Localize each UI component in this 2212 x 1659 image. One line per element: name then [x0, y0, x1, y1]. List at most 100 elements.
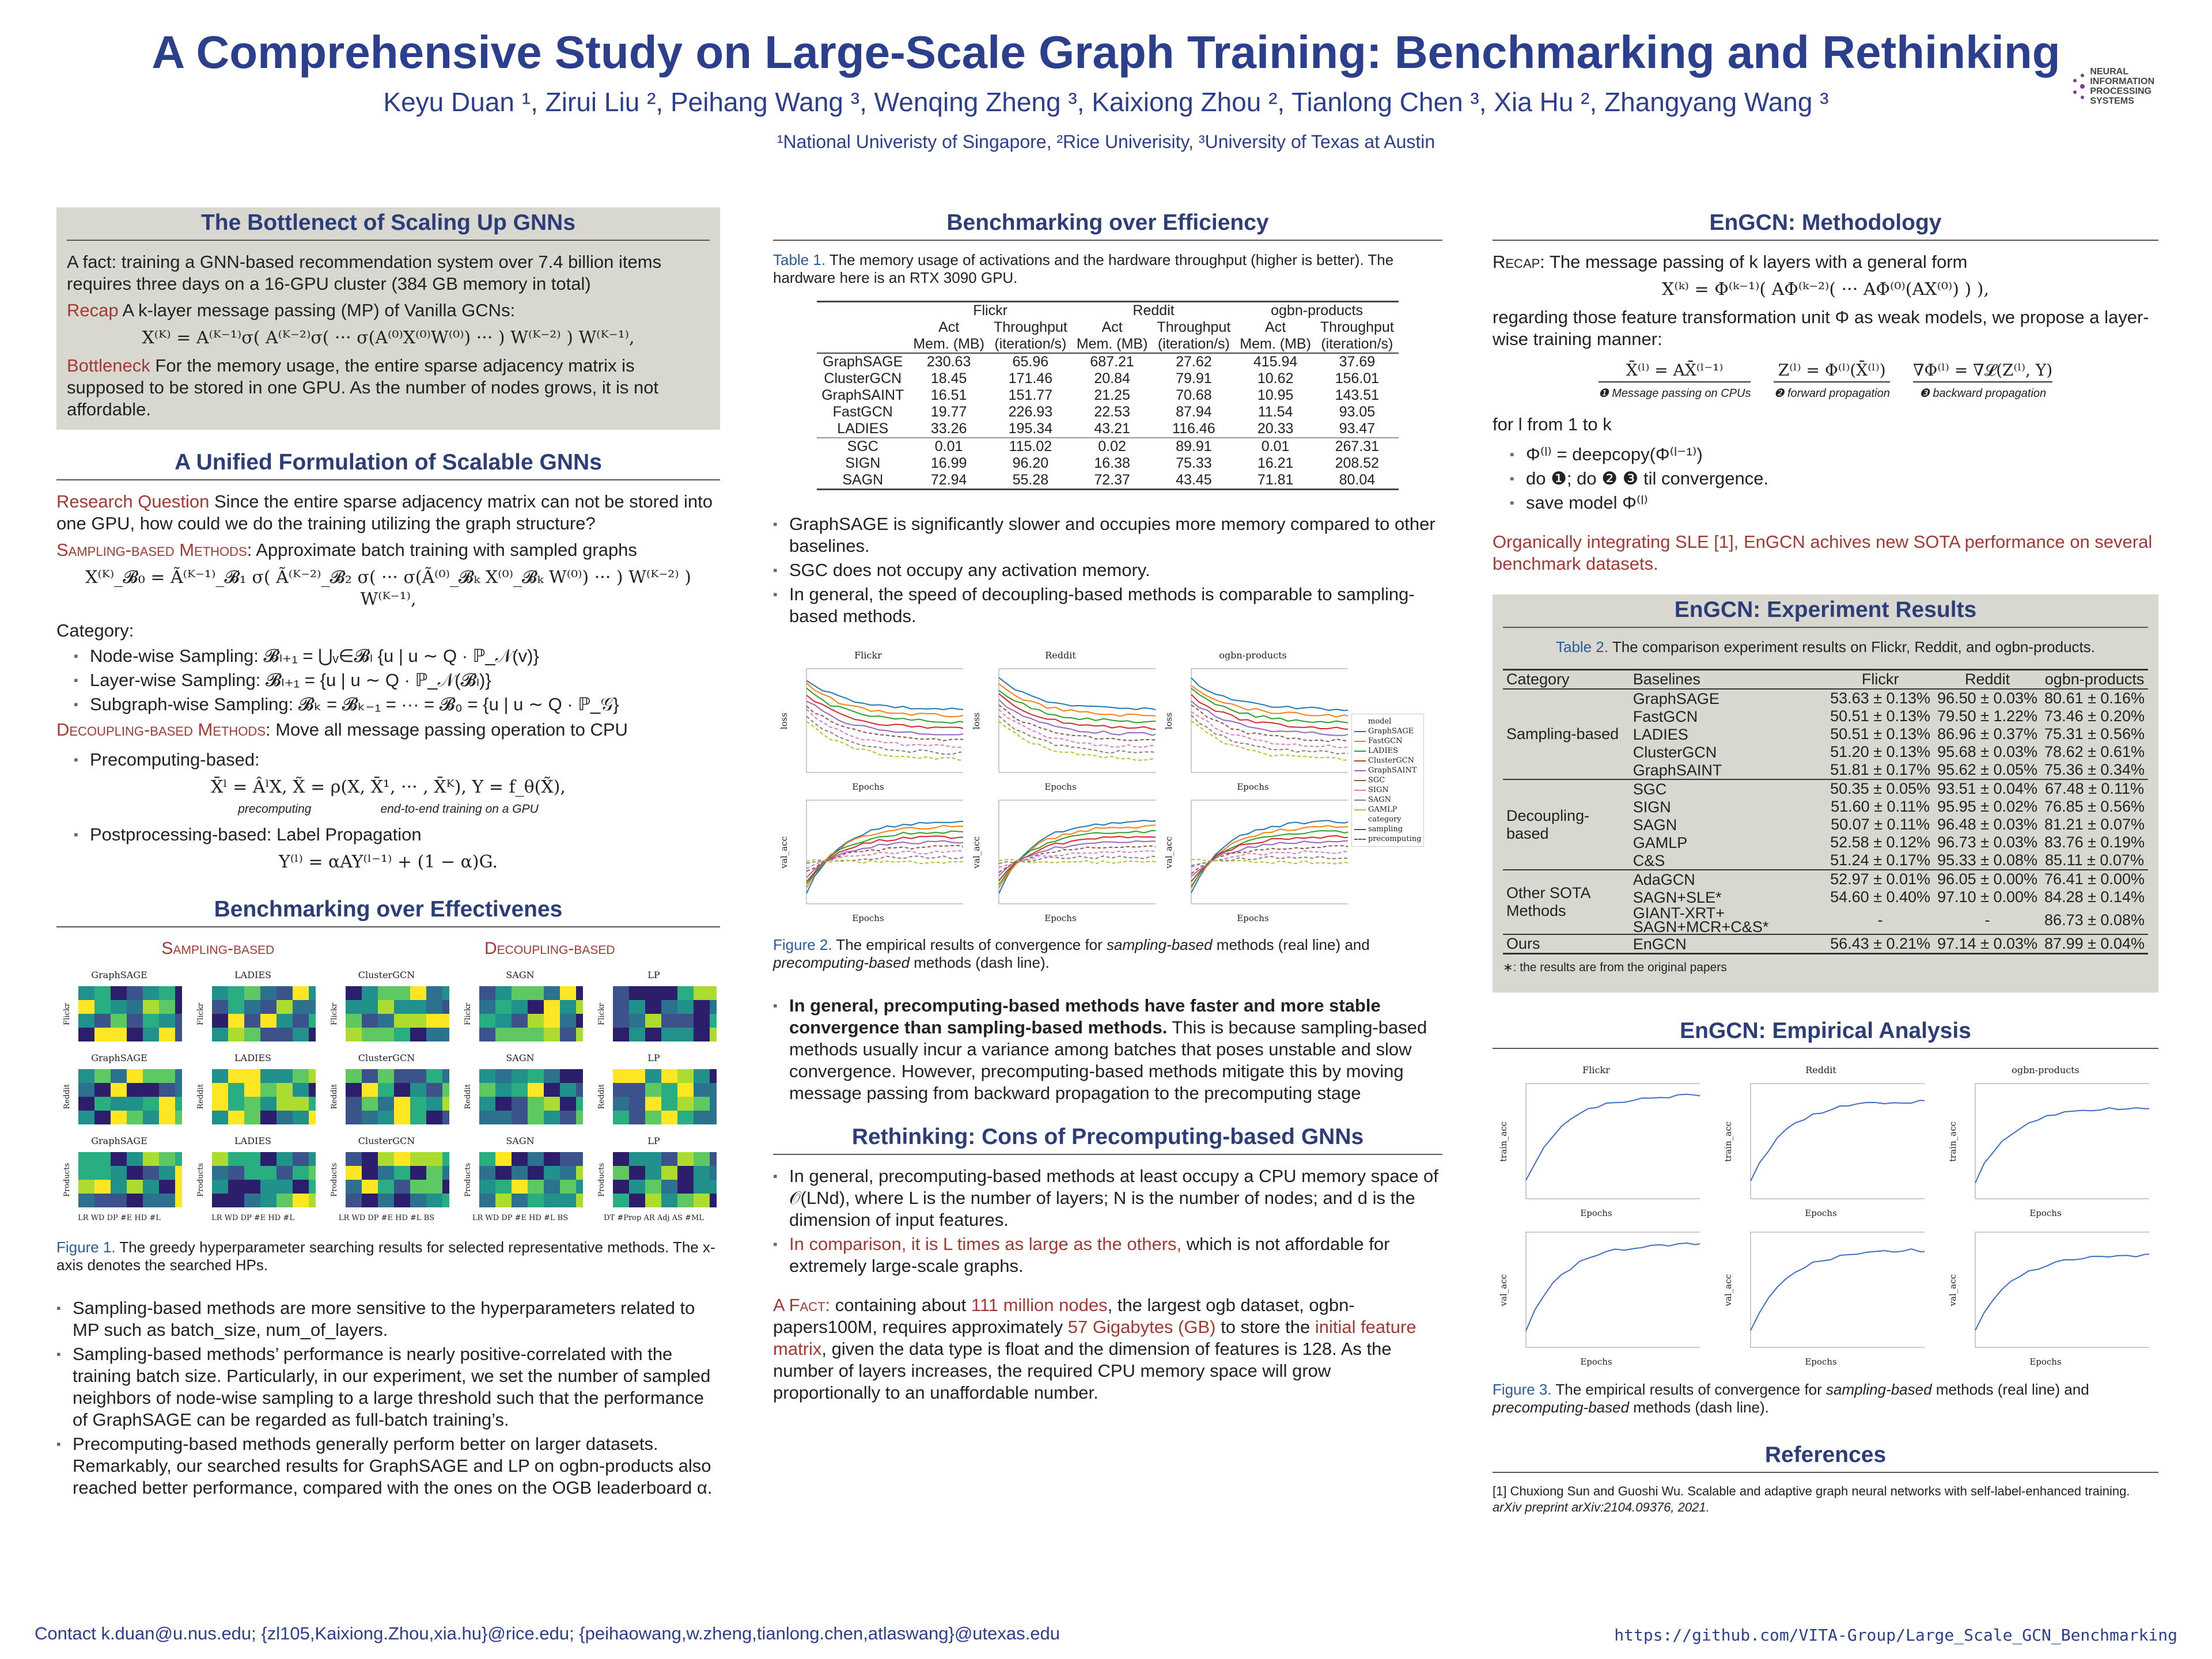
training-steps: X̄⁽ˡ⁾ = AX̄⁽ˡ⁻¹⁾ ❶ Message passing on CPU… — [1493, 359, 2158, 404]
table-header: ogbn-products — [1271, 302, 1363, 319]
heatmap-cell — [495, 1028, 512, 1041]
series-line — [806, 683, 963, 718]
y-axis-label: loss — [1164, 713, 1174, 730]
legend-label: SGC — [1368, 776, 1385, 785]
heatmap-cell — [175, 1000, 182, 1014]
step-note: ❷ forward propagation — [1774, 387, 1890, 400]
heatmap-cell — [442, 1194, 449, 1207]
heatmap-cell — [309, 1083, 316, 1097]
table-cell: 10.95 — [1257, 387, 1294, 403]
text: , given the data type is float and the d… — [773, 1339, 1392, 1403]
heatmap-cell — [228, 1028, 244, 1041]
heatmap-panel: LP Reddit — [591, 1047, 717, 1124]
heatmap-cell — [560, 1028, 576, 1041]
heatmap-cell — [613, 1014, 629, 1028]
heatmap-cell — [362, 1194, 378, 1207]
heatmap-cell — [212, 1000, 228, 1014]
series-line — [1191, 835, 1348, 882]
heatmap-cell — [159, 1083, 175, 1097]
heatmap-cell — [260, 1000, 276, 1014]
section-title: References — [1493, 1440, 2158, 1473]
legend-item: SIGN — [1354, 785, 1421, 795]
section-title: Benchmarking over Effectivenes — [56, 894, 720, 927]
heatmap-cell — [111, 986, 127, 1000]
table-cell: 171.46 — [1008, 370, 1053, 387]
heatmap-cell — [694, 1000, 710, 1014]
heatmap-cell — [426, 1014, 442, 1028]
y-label: Reddit — [464, 1084, 472, 1109]
list-item: Precomputing-based: — [74, 749, 720, 771]
heatmap-cell — [426, 1000, 442, 1014]
heatmap-cell — [362, 1152, 378, 1166]
heatmap-cell — [276, 1083, 293, 1097]
heatmap-cell — [212, 1014, 228, 1028]
y-label: Flickr — [330, 1002, 339, 1025]
y-axis-label: val_acc — [1948, 1274, 1958, 1306]
legend-label: GraphSAGE — [1368, 727, 1414, 736]
heatmap-cell — [677, 1083, 694, 1097]
heatmap-cell — [495, 1014, 512, 1028]
series-line — [1191, 714, 1348, 755]
heatmap-cell — [244, 1180, 260, 1194]
heatmap-cell — [228, 1083, 244, 1097]
table-subheader: Throughput — [1157, 319, 1231, 335]
github-link[interactable]: https://github.com/VITA-Group/Large_Scal… — [1614, 1626, 2177, 1645]
heatmap-cell — [394, 1166, 410, 1180]
highlight: 111 million nodes — [971, 1295, 1108, 1315]
series-line — [1750, 1248, 1925, 1331]
heatmap-cell — [629, 986, 645, 1000]
heatmap-cell — [576, 1111, 583, 1124]
heatmap-panel: LADIES Reddit — [190, 1047, 316, 1124]
list-item: SGC does not occupy any activation memor… — [773, 559, 1442, 581]
heatmap-cell — [442, 1069, 449, 1083]
heatmap-cell — [560, 1194, 576, 1207]
heatmap-cell — [410, 1000, 426, 1014]
heatmap-cell — [710, 1111, 717, 1124]
bottleneck-text: For the memory usage, the entire sparse … — [67, 355, 659, 419]
section-title: Rethinking: Cons of Precomputing-based G… — [773, 1122, 1442, 1155]
heatmap-cell — [410, 1111, 426, 1124]
legend-label: SAGN — [1368, 796, 1392, 804]
heatmap-cell — [544, 1069, 560, 1083]
legend-swatch — [1354, 730, 1366, 732]
panel-title: LADIES — [234, 1052, 271, 1063]
heatmap-cell — [276, 1194, 293, 1207]
series-line — [1191, 859, 1348, 865]
series-line — [1975, 1253, 2149, 1331]
heatmap-cell — [629, 1166, 645, 1180]
heatmap-cell — [127, 986, 143, 1000]
heatmap-cell — [175, 1152, 182, 1166]
heatmap-cell — [512, 1097, 528, 1111]
gcn-equation: X⁽ᴷ⁾ = A⁽ᴷ⁻¹⁾σ( A⁽ᴷ⁻²⁾σ( ··· σ(A⁽⁰⁾X⁽⁰⁾W… — [142, 328, 635, 348]
legend-swatch — [1354, 789, 1366, 791]
series-line — [1191, 850, 1348, 868]
caption-text: methods (real line) and — [1212, 936, 1370, 953]
heatmap-cell — [94, 1083, 111, 1097]
y-label: Products — [196, 1162, 205, 1197]
heatmap-cell — [677, 1180, 694, 1194]
table-header: ogbn-products — [2044, 671, 2145, 688]
heatmap-panel: ClusterGCN Reddit — [324, 1047, 449, 1124]
heatmap-cell — [560, 1111, 576, 1124]
heatmap-cell — [260, 1111, 276, 1124]
heatmap-cell — [260, 1097, 276, 1111]
heatmap-cell — [495, 1194, 512, 1207]
series-line — [806, 705, 963, 741]
heatmap-cell — [175, 1069, 182, 1083]
category-list: Node-wise Sampling: 𝓑ₗ₊₁ = ⋃ᵥ∈𝓑ₗ {u | u … — [74, 645, 720, 715]
effectiveness-section: Benchmarking over Effectivenes Sampling-… — [56, 894, 720, 1499]
step-note: ❶ Message passing on CPUs — [1598, 387, 1751, 400]
series-line — [1525, 1242, 1700, 1331]
heatmap-cell — [260, 1194, 276, 1207]
heatmap-cell — [528, 1000, 544, 1014]
x-labels: LR WD DP #E HD #L BS — [338, 1214, 435, 1222]
text: , the largest ogb dataset, ogbn-papers10… — [773, 1295, 1355, 1337]
table-row: FastGCN 50.51 ± 0.13% 79.50 ± 1.22% 73.46 ±… — [1503, 707, 2148, 725]
heatmap-cell — [94, 1152, 111, 1166]
heatmap-cell — [645, 1097, 661, 1111]
heatmap-cell — [78, 1028, 94, 1041]
heatmap-cell — [677, 1111, 694, 1124]
heatmap-cell — [293, 1180, 309, 1194]
table-row: Sampling-based GraphSAGE 53.63 ± 0.13% 96.5… — [1503, 689, 2148, 743]
legend-swatch — [1354, 799, 1366, 801]
